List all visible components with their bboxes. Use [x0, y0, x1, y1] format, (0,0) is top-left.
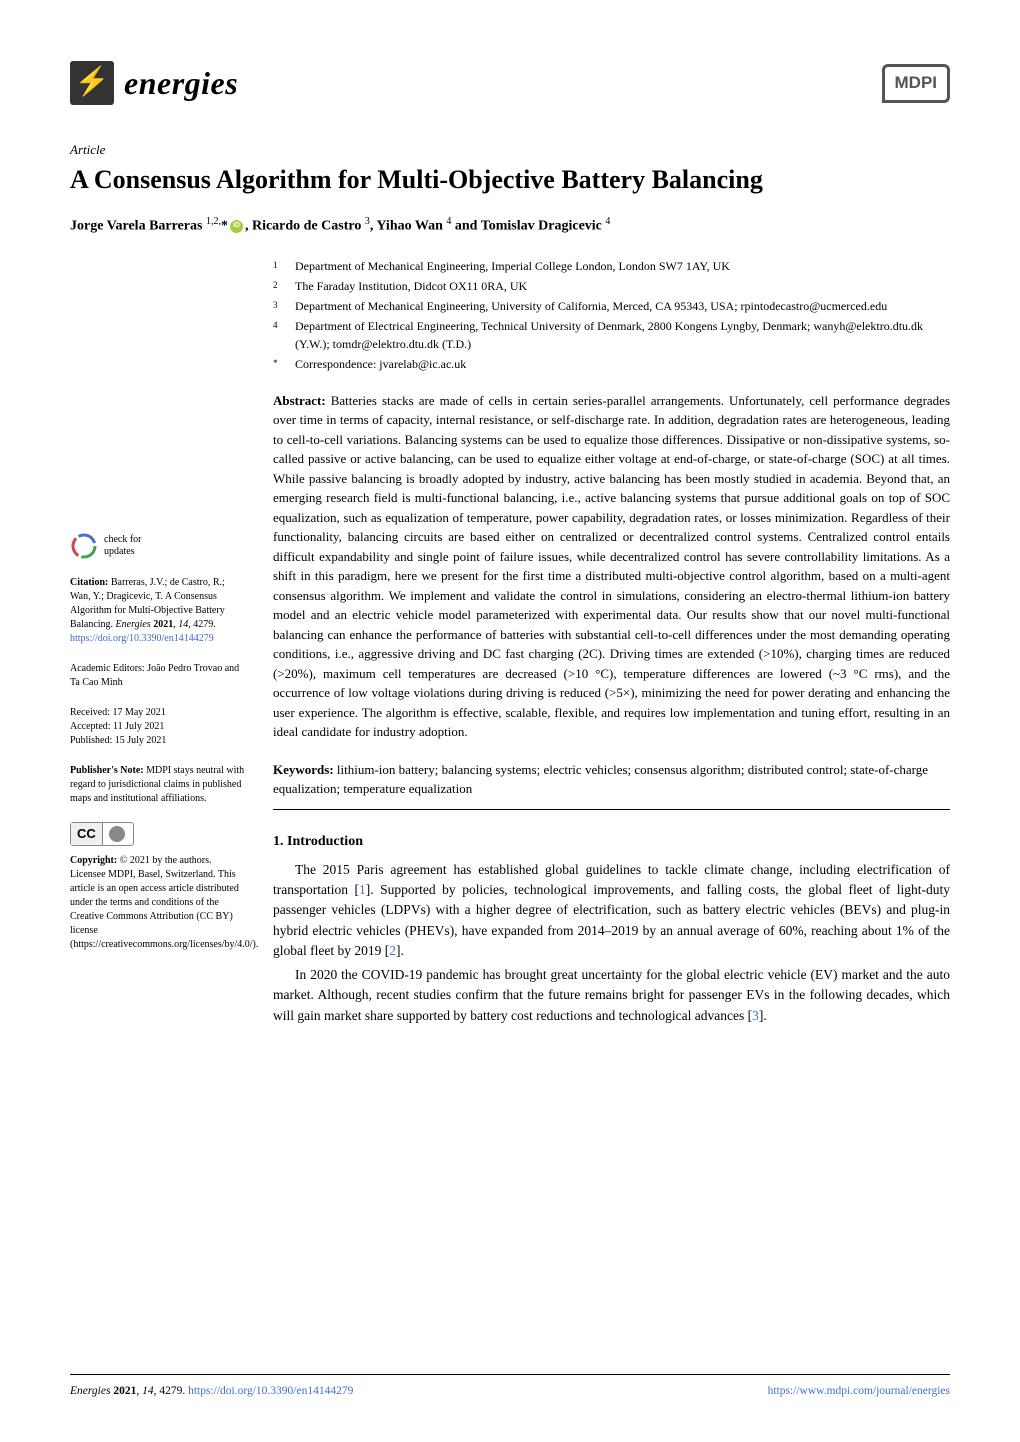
editors-block: Academic Editors: João Pedro Trovao and … [70, 662, 245, 690]
affiliation-num: * [273, 355, 285, 373]
copyright-label: Copyright: [70, 855, 117, 866]
body-paragraph: In 2020 the COVID-19 pandemic has brough… [273, 965, 950, 1026]
check-updates-line1: check for [104, 534, 141, 546]
page-header: ⚡ energies MDPI [70, 60, 950, 106]
affiliation-text: Department of Mechanical Engineering, Im… [295, 257, 730, 275]
author-list: Jorge Varela Barreras 1,2,*, Ricardo de … [70, 215, 950, 237]
dates-block: Received: 17 May 2021 Accepted: 11 July … [70, 706, 245, 748]
affiliation-row: 4 Department of Electrical Engineering, … [273, 317, 950, 353]
affiliation-text: The Faraday Institution, Didcot OX11 0RA… [295, 277, 527, 295]
article-title: A Consensus Algorithm for Multi-Objectiv… [70, 164, 950, 197]
ref-link[interactable]: 1 [359, 882, 366, 897]
sidebar: check for updates Citation: Barreras, J.… [70, 257, 245, 1030]
footer-right: https://www.mdpi.com/journal/energies [768, 1383, 950, 1400]
keywords: Keywords: lithium-ion battery; balancing… [273, 760, 950, 799]
abstract-label: Abstract: [273, 393, 326, 408]
article-type: Article [70, 141, 950, 160]
affiliation-row: 3 Department of Mechanical Engineering, … [273, 297, 950, 315]
footer-doi-link[interactable]: https://doi.org/10.3390/en14144279 [188, 1385, 353, 1397]
cc-badge[interactable]: CC [70, 822, 134, 846]
footer-year: 2021 [113, 1385, 136, 1397]
footer-journal: Energies [70, 1385, 110, 1397]
affiliation-row: 1 Department of Mechanical Engineering, … [273, 257, 950, 275]
publishers-note-label: Publisher's Note: [70, 765, 144, 776]
affiliations: 1 Department of Mechanical Engineering, … [273, 257, 950, 373]
affiliation-num: 4 [273, 317, 285, 353]
affiliation-row: 2 The Faraday Institution, Didcot OX11 0… [273, 277, 950, 295]
keywords-label: Keywords: [273, 762, 334, 777]
check-updates-line2: updates [104, 546, 141, 558]
ref-link[interactable]: 2 [389, 943, 396, 958]
affiliation-row: * Correspondence: jvarelab@ic.ac.uk [273, 355, 950, 373]
body-paragraph: The 2015 Paris agreement has established… [273, 860, 950, 961]
publisher-logo: MDPI [882, 64, 951, 103]
check-for-updates[interactable]: check for updates [70, 532, 245, 560]
cc-label: CC [71, 823, 103, 845]
affiliation-num: 1 [273, 257, 285, 275]
section-heading: 1. Introduction [273, 832, 950, 852]
affiliation-text: Department of Electrical Engineering, Te… [295, 317, 950, 353]
citation-block: Citation: Barreras, J.V.; de Castro, R.;… [70, 576, 245, 646]
affiliation-text: Department of Mechanical Engineering, Un… [295, 297, 887, 315]
journal-name: energies [124, 60, 238, 106]
journal-logo-icon: ⚡ [70, 61, 114, 105]
publisher-name: MDPI [895, 71, 938, 96]
orcid-icon[interactable] [230, 220, 243, 233]
by-icon [109, 826, 125, 842]
check-updates-label: check for updates [104, 534, 141, 558]
abstract: Abstract: Batteries stacks are made of c… [273, 391, 950, 742]
affiliation-text: Correspondence: jvarelab@ic.ac.uk [295, 355, 466, 373]
keywords-text: lithium-ion battery; balancing systems; … [273, 762, 928, 797]
footer-journal-link[interactable]: https://www.mdpi.com/journal/energies [768, 1385, 950, 1397]
bolt-icon: ⚡ [75, 63, 110, 104]
by-label [103, 823, 133, 845]
publishers-note-block: Publisher's Note: MDPI stays neutral wit… [70, 764, 245, 806]
affiliation-num: 2 [273, 277, 285, 295]
check-updates-icon [70, 532, 98, 560]
footer-left: Energies 2021, 14, 4279. https://doi.org… [70, 1383, 353, 1400]
abstract-text: Batteries stacks are made of cells in ce… [273, 393, 950, 740]
journal-logo: ⚡ energies [70, 60, 238, 106]
accepted-date: Accepted: 11 July 2021 [70, 720, 245, 734]
received-date: Received: 17 May 2021 [70, 706, 245, 720]
main-content: 1 Department of Mechanical Engineering, … [273, 257, 950, 1030]
citation-doi-link[interactable]: https://doi.org/10.3390/en14144279 [70, 633, 214, 644]
keywords-divider [273, 809, 950, 810]
page-footer: Energies 2021, 14, 4279. https://doi.org… [70, 1374, 950, 1400]
published-date: Published: 15 July 2021 [70, 734, 245, 748]
ref-link[interactable]: 3 [752, 1008, 759, 1023]
affiliation-num: 3 [273, 297, 285, 315]
editors-label: Academic Editors: [70, 663, 145, 674]
copyright-text: © 2021 by the authors. Licensee MDPI, Ba… [70, 855, 258, 950]
license-block: CC Copyright: © 2021 by the authors. Lic… [70, 822, 245, 952]
citation-label: Citation: [70, 577, 108, 588]
